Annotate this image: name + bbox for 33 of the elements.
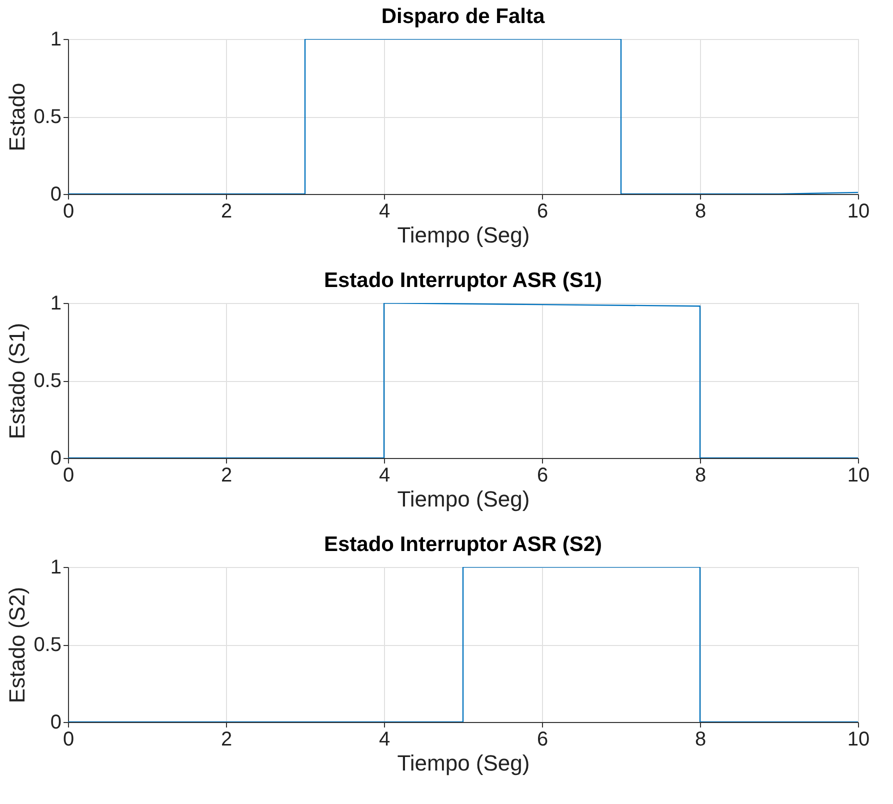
x-tick-label: 6 — [536, 464, 548, 486]
y-tick-label: 0.5 — [34, 634, 62, 656]
y-tick-label: 0 — [50, 448, 62, 470]
y-tick-label: 1 — [50, 28, 62, 50]
y-axis-title: Estado — [4, 82, 30, 152]
chart-title: Estado Interruptor ASR (S1) — [324, 269, 602, 292]
y-tick-label: 0.5 — [34, 106, 62, 128]
y-tick-label: 1 — [50, 292, 62, 314]
x-tick-label: 6 — [536, 728, 548, 750]
x-tick-label: 10 — [847, 728, 870, 750]
x-tick-label: 2 — [220, 200, 232, 222]
x-tick-label: 2 — [220, 464, 232, 486]
y-tick-label: 0 — [50, 712, 62, 734]
y-tick-label: 0 — [50, 184, 62, 206]
x-tick-label: 4 — [378, 728, 390, 750]
chart-title: Estado Interruptor ASR (S2) — [324, 533, 602, 556]
x-tick-label: 6 — [536, 200, 548, 222]
x-tick-label: 10 — [847, 464, 870, 486]
x-tick-label: 8 — [694, 464, 706, 486]
x-tick-label: 4 — [378, 464, 390, 486]
y-axis-title: Estado (S2) — [4, 586, 30, 704]
x-tick-label: 4 — [378, 200, 390, 222]
x-tick-label: 8 — [694, 728, 706, 750]
x-tick-label: 10 — [847, 200, 870, 222]
chart-title: Disparo de Falta — [381, 5, 545, 28]
x-axis-title: Tiempo (Seg) — [397, 486, 530, 512]
y-axis-title: Estado (S1) — [4, 322, 30, 440]
x-tick-label: 2 — [220, 728, 232, 750]
y-tick-label: 0.5 — [34, 370, 62, 392]
x-tick-label: 8 — [694, 200, 706, 222]
x-axis-title: Tiempo (Seg) — [397, 222, 530, 248]
y-tick-label: 1 — [50, 556, 62, 578]
x-axis-title: Tiempo (Seg) — [397, 750, 530, 776]
